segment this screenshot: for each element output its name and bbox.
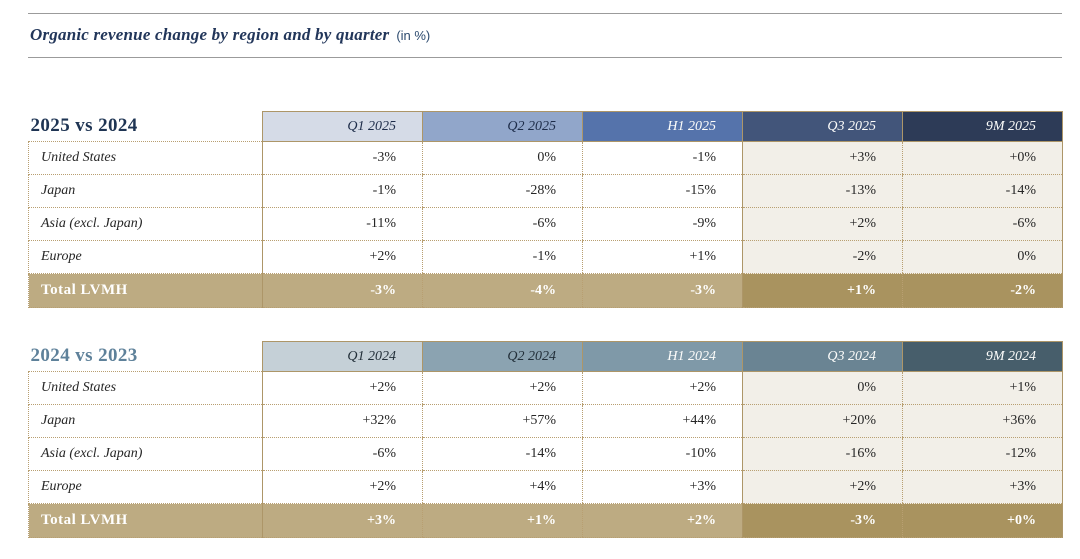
total-value-cell: +1% (742, 273, 903, 308)
total-value-cell: +2% (582, 503, 743, 538)
value-cell: -9% (582, 207, 743, 241)
total-value-cell: -2% (902, 273, 1063, 308)
value-cell: +36% (902, 404, 1063, 438)
value-cell: -6% (262, 437, 423, 471)
value-cell: -10% (582, 437, 743, 471)
page-title: Organic revenue change by region and by … (30, 25, 390, 44)
value-cell: -6% (422, 207, 583, 241)
total-value-cell: -3% (582, 273, 743, 308)
table-row-asia: Asia (excl. Japan) -11% -6% -9% +2% -6% (28, 207, 1063, 241)
table-row-japan: Japan -1% -28% -15% -13% -14% (28, 174, 1063, 208)
table-row-europe: Europe +2% +4% +3% +2% +3% (28, 470, 1063, 504)
total-value-cell: -3% (742, 503, 903, 538)
total-value-cell: +3% (262, 503, 423, 538)
value-cell: -3% (262, 141, 423, 175)
header-row-2024: 2024 vs 2023 Q1 2024 Q2 2024 H1 2024 Q3 … (29, 341, 1063, 372)
total-value-cell: -4% (422, 273, 583, 308)
value-cell: +44% (582, 404, 743, 438)
title-underline-rule (28, 57, 1062, 58)
value-cell: -14% (422, 437, 583, 471)
value-cell: +4% (422, 470, 583, 504)
value-cell: -1% (422, 240, 583, 274)
value-cell: +57% (422, 404, 583, 438)
section-title-2025-vs-2024: 2025 vs 2024 (30, 115, 138, 137)
value-cell: -1% (582, 141, 743, 175)
value-cell: -14% (902, 174, 1063, 208)
table-2025-vs-2024: 2025 vs 2024 Q1 2025 Q2 2025 H1 2025 Q3 … (28, 111, 1063, 308)
value-cell: +2% (742, 207, 903, 241)
total-row-label: Total LVMH (28, 503, 263, 538)
row-label: Europe (28, 470, 263, 504)
value-cell: +3% (742, 141, 903, 175)
total-row-label: Total LVMH (28, 273, 263, 308)
page-title-unit: (in %) (396, 28, 431, 43)
table-2024-vs-2023: 2024 vs 2023 Q1 2024 Q2 2024 H1 2024 Q3 … (28, 341, 1063, 538)
table-row-europe: Europe +2% -1% +1% -2% 0% (28, 240, 1063, 274)
row-label: Asia (excl. Japan) (28, 207, 263, 241)
value-cell: +2% (262, 371, 423, 405)
total-row-lvmh: Total LVMH +3% +1% +2% -3% +0% (28, 503, 1063, 538)
value-cell: +2% (742, 470, 903, 504)
value-cell: +2% (262, 240, 423, 274)
value-cell: +3% (582, 470, 743, 504)
top-rule (28, 13, 1062, 14)
row-label: United States (28, 371, 263, 405)
total-row-lvmh: Total LVMH -3% -4% -3% +1% -2% (28, 273, 1063, 308)
column-header-q1-2025: Q1 2025 (262, 111, 423, 142)
table-row-asia: Asia (excl. Japan) -6% -14% -10% -16% -1… (28, 437, 1063, 471)
header-row-2025: 2025 vs 2024 Q1 2025 Q2 2025 H1 2025 Q3 … (29, 111, 1063, 142)
column-header-q1-2024: Q1 2024 (262, 341, 423, 372)
column-header-q3-2025: Q3 2025 (742, 111, 903, 142)
value-cell: -28% (422, 174, 583, 208)
value-cell: -1% (262, 174, 423, 208)
value-cell: +32% (262, 404, 423, 438)
value-cell: +1% (902, 371, 1063, 405)
value-cell: +1% (582, 240, 743, 274)
column-header-q3-2024: Q3 2024 (742, 341, 903, 372)
value-cell: +2% (582, 371, 743, 405)
value-cell: -6% (902, 207, 1063, 241)
value-cell: +2% (422, 371, 583, 405)
column-header-q2-2024: Q2 2024 (422, 341, 583, 372)
value-cell: -11% (262, 207, 423, 241)
section-title-2024-vs-2023: 2024 vs 2023 (30, 345, 138, 367)
value-cell: +0% (902, 141, 1063, 175)
table-row-united-states: United States -3% 0% -1% +3% +0% (28, 141, 1063, 175)
value-cell: -12% (902, 437, 1063, 471)
row-label: Asia (excl. Japan) (28, 437, 263, 471)
value-cell: 0% (422, 141, 583, 175)
row-label: Europe (28, 240, 263, 274)
row-label: United States (28, 141, 263, 175)
column-header-h1-2024: H1 2024 (582, 341, 743, 372)
column-header-h1-2025: H1 2025 (582, 111, 743, 142)
table-row-japan: Japan +32% +57% +44% +20% +36% (28, 404, 1063, 438)
value-cell: +2% (262, 470, 423, 504)
total-value-cell: +1% (422, 503, 583, 538)
row-label: Japan (28, 174, 263, 208)
column-header-9m-2025: 9M 2025 (902, 111, 1063, 142)
total-value-cell: +0% (902, 503, 1063, 538)
total-value-cell: -3% (262, 273, 423, 308)
value-cell: 0% (742, 371, 903, 405)
value-cell: -15% (582, 174, 743, 208)
value-cell: +20% (742, 404, 903, 438)
value-cell: +3% (902, 470, 1063, 504)
value-cell: -16% (742, 437, 903, 471)
column-header-9m-2024: 9M 2024 (902, 341, 1063, 372)
table-row-united-states: United States +2% +2% +2% 0% +1% (28, 371, 1063, 405)
value-cell: -2% (742, 240, 903, 274)
value-cell: -13% (742, 174, 903, 208)
row-label: Japan (28, 404, 263, 438)
report-page: Organic revenue change by region and by … (0, 13, 1080, 538)
value-cell: 0% (902, 240, 1063, 274)
column-header-q2-2025: Q2 2025 (422, 111, 583, 142)
document-title: Organic revenue change by region and by … (28, 14, 1062, 57)
